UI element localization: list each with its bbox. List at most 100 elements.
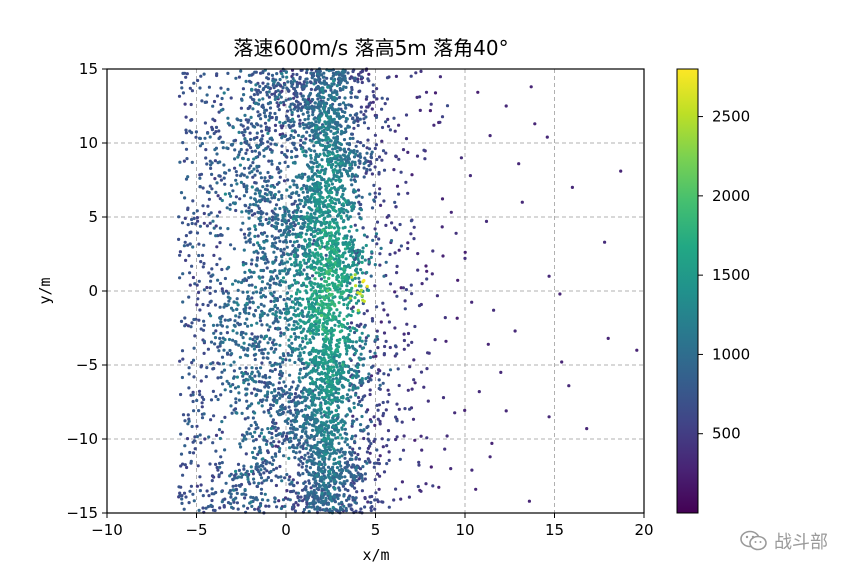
data-point	[396, 367, 400, 371]
data-point	[289, 335, 293, 339]
data-point	[205, 285, 209, 290]
data-point	[295, 446, 299, 450]
data-point	[289, 423, 294, 427]
data-point	[259, 334, 263, 338]
data-point	[201, 302, 205, 307]
data-point	[188, 231, 192, 235]
data-point	[216, 376, 220, 380]
data-point	[279, 95, 283, 99]
data-point	[336, 460, 340, 464]
data-point	[342, 494, 346, 498]
data-point	[378, 422, 382, 426]
data-point	[334, 72, 338, 76]
data-point	[348, 357, 352, 361]
data-point	[278, 446, 282, 451]
data-point	[320, 158, 324, 162]
data-point	[248, 131, 252, 135]
data-point	[395, 352, 399, 356]
data-point	[266, 356, 270, 360]
data-point	[233, 340, 237, 344]
data-point	[295, 269, 299, 273]
data-point	[273, 296, 277, 300]
data-point	[336, 121, 340, 125]
data-point	[212, 131, 216, 136]
data-point	[231, 383, 235, 387]
data-point	[179, 319, 184, 323]
data-point	[324, 439, 328, 443]
data-point	[357, 477, 361, 481]
data-point	[296, 307, 300, 311]
data-point	[316, 440, 320, 444]
data-point	[374, 234, 378, 239]
data-point	[188, 242, 192, 246]
data-point	[274, 117, 278, 121]
data-point	[276, 236, 281, 240]
data-point	[299, 108, 303, 112]
data-point	[356, 119, 360, 123]
data-point	[250, 149, 254, 153]
data-point	[277, 198, 281, 202]
data-point	[262, 304, 266, 308]
data-point	[311, 165, 315, 169]
data-point	[198, 224, 202, 228]
data-point	[331, 152, 335, 156]
data-point	[322, 172, 326, 176]
data-point	[300, 135, 304, 139]
data-point	[320, 221, 324, 225]
data-point	[211, 441, 215, 445]
data-point	[302, 481, 306, 485]
data-point	[291, 449, 296, 454]
data-point	[246, 378, 250, 382]
data-point	[329, 439, 333, 443]
data-point	[347, 157, 351, 161]
data-point	[257, 211, 261, 215]
data-point	[440, 225, 444, 229]
data-point	[331, 143, 335, 147]
data-point	[287, 405, 291, 409]
data-point	[222, 91, 226, 95]
data-point	[360, 476, 364, 480]
data-point	[261, 250, 265, 254]
data-point	[279, 90, 283, 94]
data-point	[218, 506, 222, 510]
data-point	[312, 474, 316, 478]
data-point	[338, 86, 342, 91]
data-point	[248, 227, 252, 231]
data-point	[186, 324, 190, 328]
data-point	[181, 141, 185, 145]
data-point	[281, 441, 285, 446]
data-point	[334, 178, 338, 182]
data-point	[315, 219, 319, 223]
data-point	[237, 483, 241, 488]
data-point	[187, 372, 191, 376]
data-point	[369, 162, 373, 166]
data-point	[231, 282, 235, 286]
data-point	[242, 341, 246, 345]
data-point	[250, 170, 254, 174]
data-point	[196, 297, 200, 301]
data-point	[294, 93, 299, 97]
data-point	[198, 489, 202, 493]
data-point	[202, 319, 206, 323]
data-point	[272, 92, 277, 96]
data-point	[349, 298, 353, 303]
data-point	[329, 157, 334, 161]
data-point	[401, 286, 405, 290]
data-point	[352, 155, 357, 159]
data-point	[311, 450, 316, 454]
data-point	[358, 159, 362, 164]
data-point	[272, 80, 276, 84]
data-point	[265, 239, 269, 243]
data-point	[289, 133, 293, 138]
data-point	[203, 100, 207, 104]
data-point	[338, 123, 342, 127]
data-point	[323, 153, 327, 157]
data-point	[258, 222, 262, 226]
data-point	[236, 321, 240, 325]
data-point	[318, 109, 322, 113]
data-point	[302, 507, 306, 512]
data-point	[209, 299, 213, 303]
data-point	[356, 402, 360, 407]
data-point	[327, 69, 331, 73]
data-point	[227, 299, 231, 303]
